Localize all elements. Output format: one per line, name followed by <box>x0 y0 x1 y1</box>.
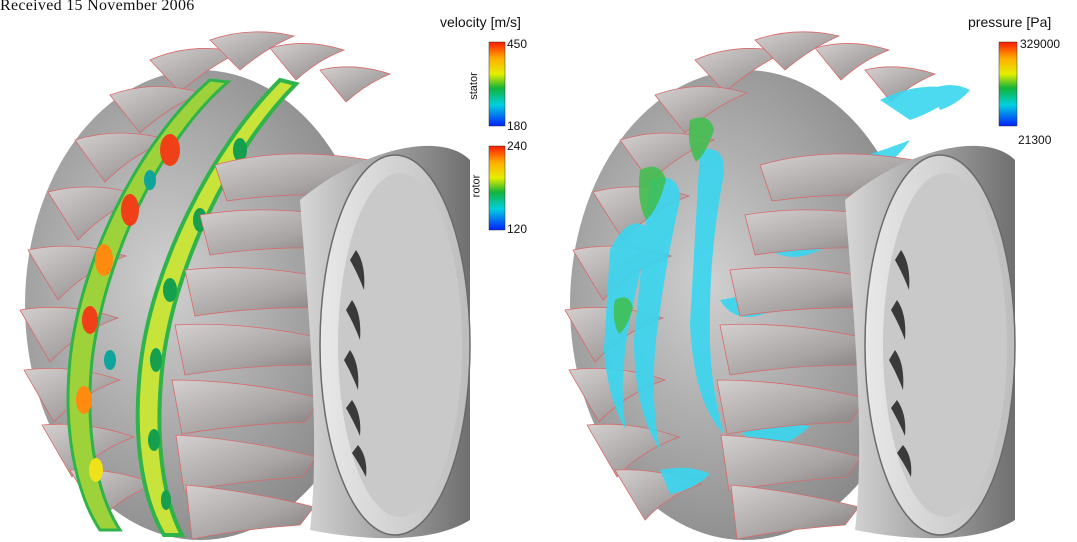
pressure-min-label: 21300 <box>1018 133 1052 147</box>
pressure-colorbar-title: pressure [Pa] <box>968 14 1052 30</box>
stator-max-label: 450 <box>507 37 528 51</box>
stator-min-label: 180 <box>507 119 528 133</box>
turbine-render-pressure <box>564 31 1016 540</box>
pressure-colorbar <box>998 41 1018 127</box>
stator-colorbar <box>488 41 506 127</box>
stator-velocity-ring <box>66 78 232 532</box>
pressure-max-label: 329000 <box>1020 37 1061 51</box>
velocity-colorbar-title: velocity [m/s] <box>440 14 521 30</box>
stator-side-label: stator <box>467 72 480 100</box>
rotor-ring-spots <box>148 138 247 510</box>
rotor-max-label: 240 <box>507 139 528 153</box>
vortex-structures-green <box>613 117 714 334</box>
rotor-colorbar <box>488 145 506 231</box>
shroud-slots <box>344 250 367 477</box>
received-date: Received 15 November 2006 <box>0 0 195 14</box>
turbine-render-velocity <box>19 31 471 540</box>
stator-ring-hotspots <box>76 134 180 482</box>
rotor-side-label: rotor <box>470 174 483 198</box>
shroud-slots <box>889 250 912 477</box>
rotor-min-label: 120 <box>507 222 528 236</box>
